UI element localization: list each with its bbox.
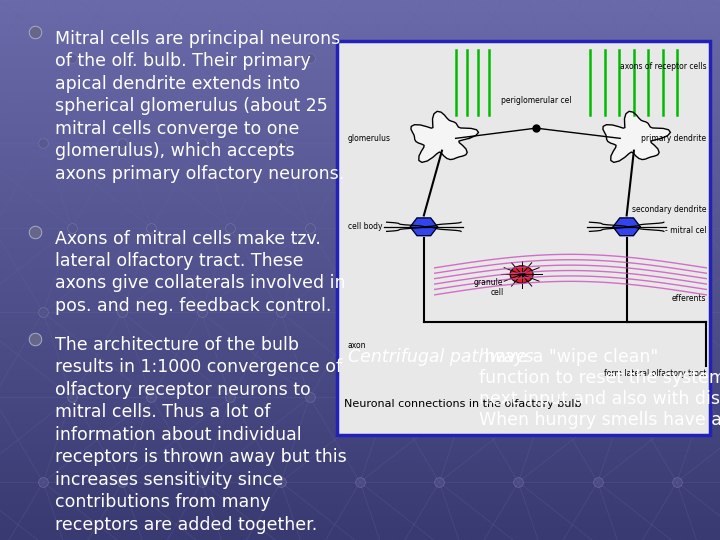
FancyBboxPatch shape [337, 40, 710, 435]
Text: Mitral cells are principal neurons
of the olf. bulb. Their primary
apical dendri: Mitral cells are principal neurons of th… [55, 30, 344, 183]
Text: The architecture of the bulb
results in 1:1000 convergence of
olfactory receptor: The architecture of the bulb results in … [55, 336, 346, 534]
Text: secondary dendrite: secondary dendrite [632, 205, 706, 214]
Text: periglomerular cel: periglomerular cel [501, 97, 572, 105]
Text: glomerulus: glomerulus [348, 134, 391, 143]
Text: primary dendrite: primary dendrite [642, 134, 706, 143]
Text: Neuronal connections in the olfactory bulb: Neuronal connections in the olfactory bu… [344, 399, 582, 409]
Polygon shape [411, 111, 479, 163]
Polygon shape [613, 218, 640, 235]
Text: efferents: efferents [672, 294, 706, 303]
Text: Centrifugal pathways: Centrifugal pathways [348, 348, 534, 366]
Text: axon: axon [348, 341, 366, 350]
Circle shape [510, 266, 533, 283]
Text: have a "wipe clean"
function to reset the system ready for the
next input and al: have a "wipe clean" function to reset th… [479, 348, 720, 429]
Text: - mitral cel: - mitral cel [665, 226, 706, 235]
Polygon shape [410, 218, 438, 235]
Text: form lateral olfactory tract: form lateral olfactory tract [604, 369, 706, 377]
Text: cell body: cell body [348, 222, 382, 231]
Polygon shape [603, 111, 670, 163]
Text: Axons of mitral cells make tzv.
lateral olfactory tract. These
axons give collat: Axons of mitral cells make tzv. lateral … [55, 230, 345, 315]
Text: axons of receptor cells: axons of receptor cells [620, 63, 706, 71]
Text: granule
cell: granule cell [474, 278, 503, 297]
